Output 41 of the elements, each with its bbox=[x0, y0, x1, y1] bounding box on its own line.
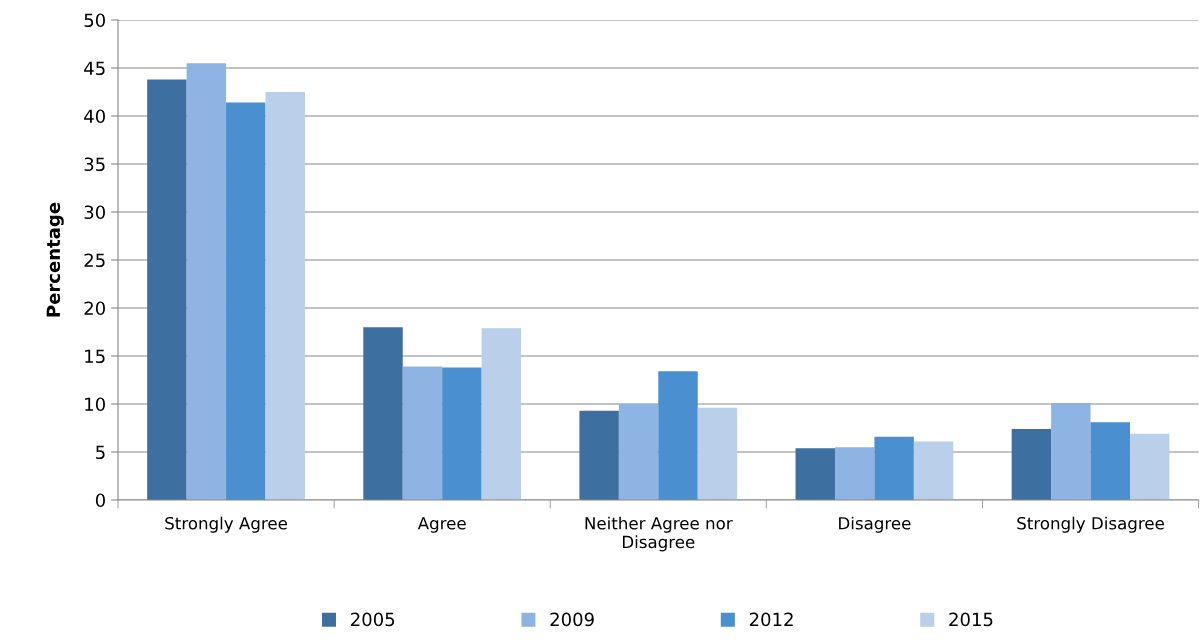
bar bbox=[913, 441, 954, 500]
legend-label: 2009 bbox=[550, 612, 594, 627]
bar bbox=[402, 366, 443, 500]
x-tick-label: Strongly Disagree bbox=[1017, 516, 1164, 533]
y-tick-label: 20 bbox=[84, 301, 105, 316]
bar bbox=[1090, 422, 1130, 500]
bar bbox=[579, 410, 619, 500]
y-tick-label: 25 bbox=[84, 253, 105, 268]
bar bbox=[1129, 433, 1170, 500]
y-tick-label: 50 bbox=[84, 13, 105, 28]
y-tick-label: 0 bbox=[95, 493, 105, 508]
x-tick-label: Neither Agree nor Disagree bbox=[585, 516, 733, 552]
y-axis-title: Percentage bbox=[46, 202, 64, 317]
bar bbox=[834, 447, 875, 500]
x-tick-label: Strongly Agree bbox=[165, 516, 288, 533]
x-tick-label: Disagree bbox=[839, 516, 911, 533]
legend-label: 2015 bbox=[949, 612, 993, 627]
bar bbox=[442, 367, 482, 500]
y-tick-label: 15 bbox=[85, 349, 105, 364]
bar bbox=[1011, 428, 1052, 500]
bar bbox=[147, 79, 187, 500]
bar bbox=[874, 436, 914, 500]
x-tick-label: Agree bbox=[417, 517, 466, 533]
y-tick-label: 5 bbox=[96, 445, 105, 460]
legend-label: 2012 bbox=[749, 612, 793, 627]
legend-label: 2005 bbox=[351, 612, 395, 627]
bar bbox=[795, 448, 835, 500]
y-tick-label: 30 bbox=[84, 205, 105, 220]
bar bbox=[226, 102, 266, 500]
y-tick-label: 35 bbox=[84, 157, 105, 172]
bar bbox=[658, 371, 698, 500]
bar bbox=[697, 407, 738, 500]
y-tick-label: 40 bbox=[84, 109, 105, 124]
bar bbox=[363, 327, 403, 500]
bar bbox=[481, 328, 522, 500]
bar bbox=[265, 92, 305, 500]
bar bbox=[618, 404, 659, 500]
bar bbox=[186, 63, 227, 500]
y-tick-label: 10 bbox=[85, 397, 105, 412]
bar bbox=[1051, 403, 1091, 500]
y-tick-label: 45 bbox=[84, 61, 105, 76]
